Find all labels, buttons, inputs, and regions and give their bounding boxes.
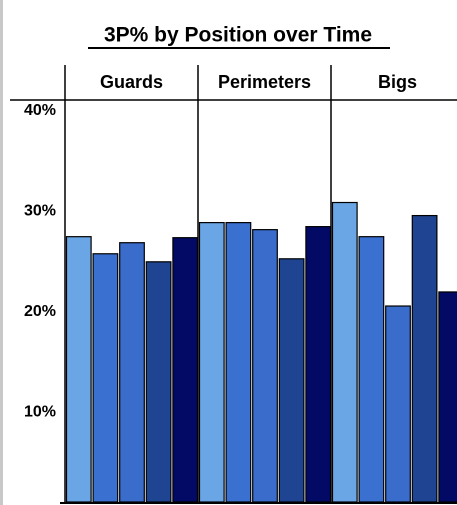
bar <box>358 236 385 503</box>
bar <box>119 242 145 503</box>
y-tick-label: 30% <box>24 203 56 220</box>
y-tick-label: 20% <box>24 303 56 320</box>
frame-edge <box>0 0 3 505</box>
chart-title: 3P% by Position over Time <box>104 24 372 47</box>
y-tick-label: 10% <box>24 404 56 421</box>
bar <box>145 261 172 503</box>
bar <box>172 237 199 503</box>
bar <box>385 305 411 503</box>
strip-label: Guards <box>100 72 163 92</box>
bar <box>225 222 252 503</box>
bar <box>331 201 358 503</box>
bar <box>438 291 457 503</box>
strip-label: Bigs <box>378 72 417 92</box>
bar <box>278 258 305 503</box>
bar <box>65 236 92 503</box>
bar <box>198 222 225 503</box>
bar <box>92 253 119 503</box>
bar <box>411 214 438 503</box>
bar <box>252 229 278 503</box>
strip-label: Perimeters <box>218 72 311 92</box>
y-tick-label: 40% <box>24 102 56 119</box>
bar <box>305 226 332 503</box>
